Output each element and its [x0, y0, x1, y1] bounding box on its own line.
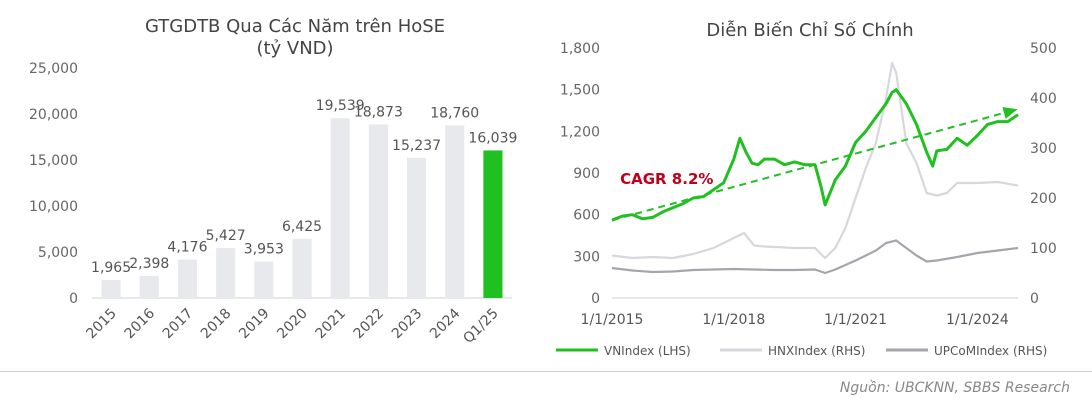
- cagr-arrow-head: [1002, 107, 1018, 119]
- bar-x-tick-label: Q1/25: [460, 306, 501, 347]
- line-y-right-tick-label: 400: [1030, 91, 1057, 107]
- bar-value-label: 1,965: [91, 260, 131, 276]
- bar-x-tick-label: 2021: [312, 306, 349, 343]
- bar-2016: [139, 275, 159, 298]
- footer-divider: [0, 371, 1092, 372]
- bar-2022: [368, 124, 388, 298]
- bar-x-tick-label: 2019: [236, 306, 273, 343]
- series-line-2: [611, 239, 1019, 275]
- bar-x-tick-label: 2022: [351, 306, 388, 343]
- bar-y-tick-label: 20,000: [29, 107, 78, 123]
- bar-x-tick-label: 2017: [160, 306, 197, 343]
- bar-value-label: 4,176: [167, 240, 207, 256]
- bar-2017: [177, 259, 197, 298]
- cagr-trend-line: [611, 111, 1005, 222]
- bar-value-label: 16,039: [468, 130, 517, 146]
- bar-value-label: 18,873: [354, 104, 403, 120]
- bar-y-tick-label: 15,000: [29, 153, 78, 169]
- line-y-right-tick-label: 300: [1030, 141, 1057, 157]
- bar-x-tick-label: 2018: [198, 306, 235, 343]
- line-y-left-tick-label: 600: [573, 208, 600, 224]
- bar-2021: [330, 118, 350, 298]
- bar-value-label: 19,539: [316, 98, 365, 114]
- line-x-tick-label: 1/1/2015: [581, 312, 644, 328]
- bar-value-label: 15,237: [392, 138, 441, 154]
- legend-label-2: UPCoMIndex (RHS): [934, 344, 1047, 358]
- bar-y-tick-label: 5,000: [38, 245, 78, 261]
- series-line-1: [611, 61, 1019, 260]
- bar-2020: [292, 238, 312, 298]
- line-y-right-tick-label: 200: [1030, 191, 1057, 207]
- line-x-tick-label: 1/1/2024: [946, 312, 1009, 328]
- cagr-annotation: CAGR 8.2%: [620, 170, 713, 188]
- line-y-left-tick-label: 1,500: [560, 83, 600, 99]
- bar-y-tick-label: 25,000: [29, 61, 78, 77]
- line-x-tick-label: 1/1/2021: [824, 312, 887, 328]
- line-y-right-tick-label: 0: [1030, 291, 1039, 307]
- bar-value-label: 18,760: [430, 105, 479, 121]
- bar-x-tick-label: 2015: [83, 306, 120, 343]
- bar-Q1/25: [483, 150, 503, 298]
- bar-chart-title: GTGDTB Qua Các Năm trên HoSE: [144, 16, 446, 37]
- bar-2018: [216, 248, 236, 298]
- line-y-left-tick-label: 900: [573, 166, 600, 182]
- bar-x-tick-label: 2020: [274, 306, 311, 343]
- bar-x-tick-label: 2016: [122, 305, 159, 342]
- line-chart-title: Diễn Biến Chỉ Số Chính: [706, 20, 914, 41]
- source-note: Nguồn: UBCKNN, SBBS Research: [839, 380, 1070, 396]
- bar-value-label: 5,427: [206, 228, 246, 244]
- line-y-right-tick-label: 500: [1030, 41, 1057, 57]
- bar-2024: [445, 125, 465, 299]
- bar-chart-title-block: GTGDTB Qua Các Năm trên HoSE (tỷ VND): [60, 16, 530, 60]
- line-chart: 0 300 600 900 1,200 1,500 1,800 0 100 200 300 400 50…: [556, 41, 1057, 358]
- bar-y-tick-label: 0: [69, 291, 78, 307]
- line-y-left-tick-label: 1,800: [560, 41, 600, 57]
- line-x-tick-label: 1/1/2018: [702, 312, 765, 328]
- line-y-left-tick-label: 300: [573, 249, 600, 265]
- bar-2015: [101, 279, 121, 298]
- bar-2023: [407, 157, 427, 298]
- line-y-left-tick-label: 0: [591, 291, 600, 307]
- line-y-right-tick-label: 100: [1030, 241, 1057, 257]
- bar-value-label: 2,398: [129, 256, 169, 272]
- bar-chart-subtitle: (tỷ VND): [256, 38, 334, 59]
- legend-label-1: HNXIndex (RHS): [768, 344, 865, 358]
- bar-y-tick-label: 10,000: [29, 199, 78, 215]
- bar-x-tick-label: 2023: [389, 306, 426, 343]
- bar-x-tick-label: 2024: [427, 305, 464, 342]
- bar-value-label: 3,953: [244, 242, 284, 258]
- legend-label-0: VNIndex (LHS): [604, 344, 691, 358]
- bar-2019: [254, 261, 274, 298]
- series-line-0: [611, 88, 1019, 222]
- line-y-left-tick-label: 1,200: [560, 124, 600, 140]
- bar-value-label: 6,425: [282, 219, 322, 235]
